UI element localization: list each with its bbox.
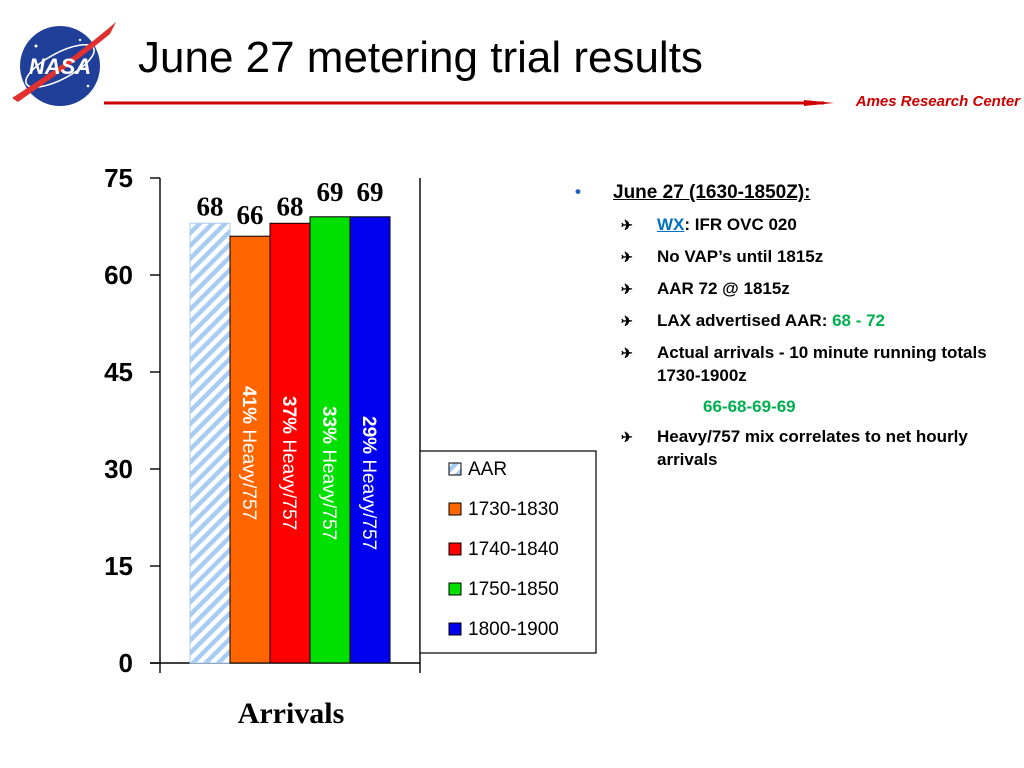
bar-1800-1900	[349, 216, 391, 664]
legend-swatch	[448, 542, 462, 556]
airplane-icon: ✈	[621, 428, 633, 445]
nasa-logo: NASA	[12, 22, 116, 106]
note-item: ✈ Actual arrivals - 10 minute running to…	[621, 342, 1015, 388]
notes-heading: June 27 (1630-1850Z):	[613, 182, 811, 203]
airplane-icon: ✈	[621, 344, 633, 361]
legend-label: 1740-1840	[468, 539, 559, 560]
legend-swatch	[448, 462, 462, 476]
bar-chart: 0 15 30 45 60 75 68 66 68 69 69 41% Heavy/757 37% …	[104, 163, 597, 730]
legend: AAR 1730-1830 1740-1840 1750-1850 1800-1900	[419, 450, 597, 654]
slide-title: June 27 metering trial results	[138, 33, 703, 82]
mix-label: 41% Heavy/757	[238, 386, 259, 520]
notes-panel: • June 27 (1630-1850Z): ✈ WX: IFR OVC 02…	[575, 182, 1015, 481]
note-item: ✈ AAR 72 @ 1815z	[621, 278, 1015, 301]
y-axis: 0 15 30 45 60 75	[104, 163, 160, 678]
bars	[189, 216, 391, 664]
legend-swatch	[448, 622, 462, 636]
airplane-icon: ✈	[621, 280, 633, 297]
airplane-icon: ✈	[621, 312, 633, 329]
notes-heading-row: • June 27 (1630-1850Z):	[575, 182, 1015, 204]
svg-text:NASA: NASA	[29, 54, 91, 79]
note-text: Heavy/757 mix correlates to net hourly a…	[657, 426, 968, 469]
note-item: ✈ WX: IFR OVC 020	[621, 214, 1015, 237]
legend-label: 1800-1900	[468, 619, 559, 640]
org-label: Ames Research Center	[855, 93, 1020, 110]
note-text: Actual arrivals - 10 minute running tota…	[657, 342, 987, 385]
mix-label: 37% Heavy/757	[278, 396, 299, 530]
airplane-icon: ✈	[621, 248, 633, 265]
note-item: ✈ LAX advertised AAR: 68 - 72	[621, 310, 1015, 333]
title-rule	[104, 100, 834, 106]
data-label: 68	[277, 191, 304, 221]
wx-value: : IFR OVC 020	[684, 215, 797, 234]
note-item: ✈ No VAP’s until 1815z	[621, 246, 1015, 269]
data-labels: 68 66 68 69 69	[197, 177, 384, 230]
x-axis-label: Arrivals	[238, 697, 345, 730]
y-tick-label: 75	[104, 163, 133, 193]
note-text: AAR 72 @ 1815z	[657, 278, 790, 298]
mix-label: 33% Heavy/757	[318, 406, 339, 540]
y-tick-label: 15	[104, 551, 133, 581]
y-tick-label: 0	[119, 648, 133, 678]
note-text: No VAP’s until 1815z	[657, 246, 824, 266]
data-label: 69	[357, 177, 384, 207]
actual-values: 66-68-69-69	[703, 396, 796, 416]
airplane-icon: ✈	[621, 217, 633, 233]
bar-aar	[189, 222, 231, 664]
note-item: ✈ Heavy/757 mix correlates to net hourly…	[621, 426, 1015, 472]
legend-swatch	[448, 502, 462, 516]
legend-label: 1750-1850	[468, 579, 559, 600]
y-tick-label: 45	[104, 357, 133, 387]
data-label: 68	[197, 191, 224, 221]
data-label: 69	[317, 177, 344, 207]
mix-labels: 41% Heavy/757 37% Heavy/757 33% Heavy/757 2…	[238, 386, 379, 550]
bar-1750-1850	[309, 216, 351, 664]
legend-label: 1730-1830	[468, 499, 559, 520]
legend-swatch	[448, 582, 462, 596]
bar-1740-1840	[269, 222, 311, 664]
wx-label: WX	[657, 215, 685, 234]
bar-1730-1830	[229, 235, 271, 664]
data-label: 66	[237, 200, 264, 230]
lax-label: LAX advertised AAR:	[657, 310, 833, 330]
bullet-dot-icon: •	[575, 182, 581, 201]
y-tick-label: 30	[104, 454, 133, 484]
y-tick-label: 60	[104, 260, 133, 290]
lax-value: 68 - 72	[832, 310, 886, 330]
legend-label: AAR	[468, 459, 507, 480]
mix-label: 29% Heavy/757	[358, 416, 379, 550]
